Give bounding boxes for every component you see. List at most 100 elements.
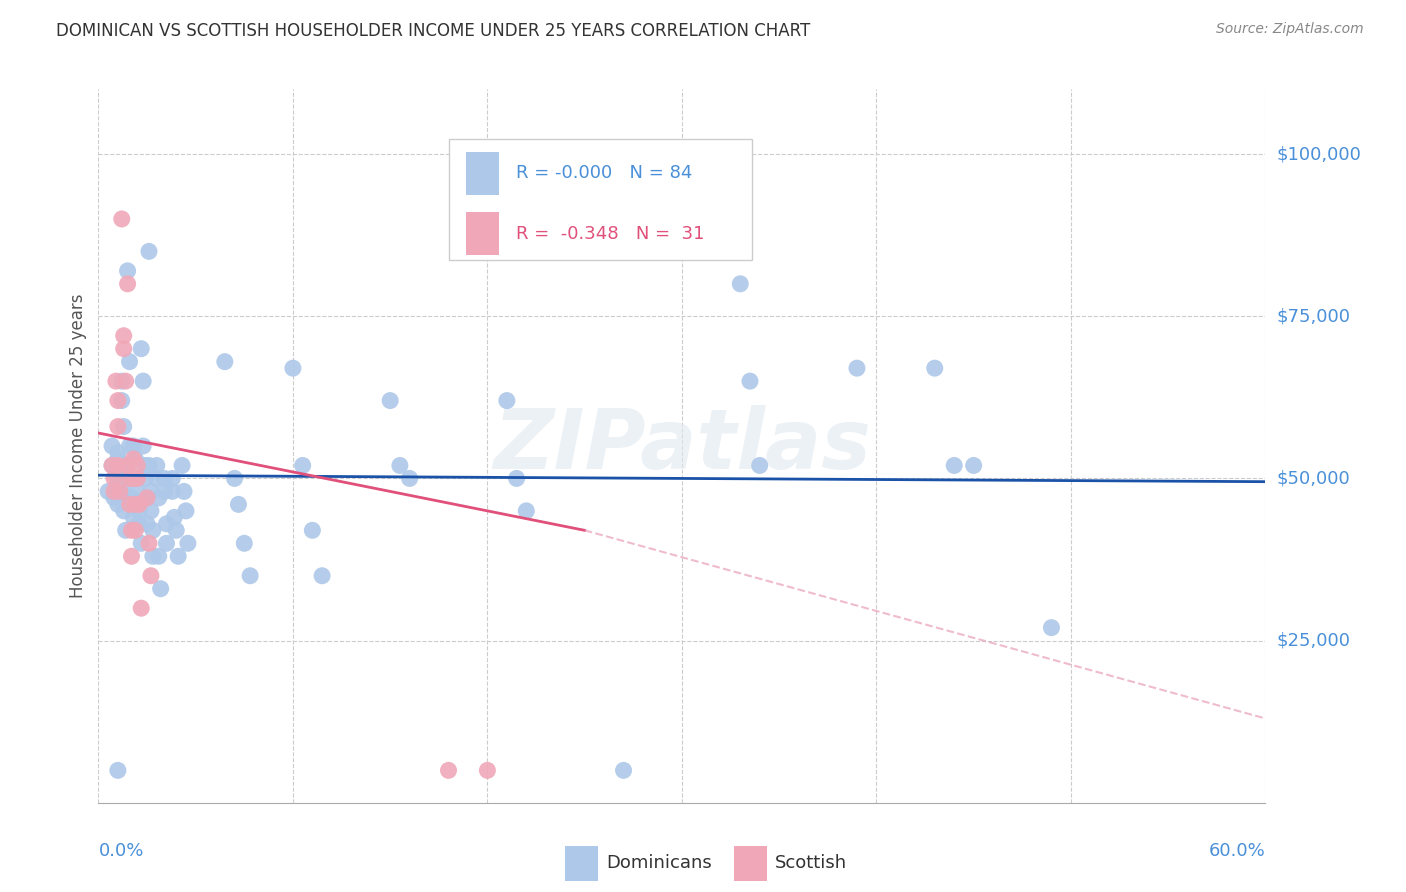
Point (301, 524, 323, 538)
Point (477, 764, 499, 778)
Point (1040, 621, 1063, 635)
Point (107, 458, 129, 473)
Point (122, 439, 145, 453)
Point (127, 471, 149, 485)
Point (118, 471, 141, 485)
Point (132, 374, 155, 388)
Point (136, 491, 159, 505)
Point (117, 277, 139, 291)
FancyBboxPatch shape (465, 152, 499, 194)
Point (138, 244, 160, 259)
Point (117, 264, 139, 278)
Point (107, 419, 129, 434)
Point (121, 471, 143, 485)
Point (107, 393, 129, 408)
Point (111, 374, 134, 388)
Text: Dominicans: Dominicans (606, 855, 711, 872)
FancyBboxPatch shape (465, 212, 499, 255)
Point (107, 478, 129, 492)
Point (124, 497, 146, 511)
Point (142, 524, 165, 538)
Point (129, 342, 152, 356)
Point (177, 536, 200, 550)
Text: R =  -0.348   N =  31: R = -0.348 N = 31 (516, 225, 704, 243)
Point (101, 439, 124, 453)
Point (138, 458, 160, 473)
Point (138, 536, 160, 550)
Point (122, 510, 145, 524)
Point (108, 484, 131, 499)
Point (127, 471, 149, 485)
Point (101, 458, 124, 473)
Text: $75,000: $75,000 (1277, 307, 1351, 326)
Y-axis label: Householder Income Under 25 years: Householder Income Under 25 years (69, 293, 87, 599)
Point (505, 471, 527, 485)
Point (845, 361, 868, 376)
Point (121, 549, 143, 564)
Text: ZIPatlas: ZIPatlas (494, 406, 870, 486)
Text: $50,000: $50,000 (1277, 469, 1350, 487)
Point (962, 458, 984, 473)
Point (128, 516, 150, 531)
Point (170, 458, 193, 473)
Point (103, 484, 125, 499)
Point (107, 497, 129, 511)
Point (107, 764, 129, 778)
Point (118, 497, 141, 511)
Point (165, 524, 187, 538)
FancyBboxPatch shape (565, 846, 598, 881)
Point (142, 549, 165, 564)
Point (139, 484, 162, 499)
Point (730, 277, 752, 291)
Point (943, 458, 966, 473)
Point (155, 516, 177, 531)
Point (149, 582, 172, 596)
Point (127, 458, 149, 473)
Point (148, 491, 170, 505)
Point (153, 471, 176, 485)
Point (136, 516, 159, 531)
Point (128, 497, 150, 511)
FancyBboxPatch shape (734, 846, 768, 881)
Point (174, 504, 197, 518)
Point (129, 536, 152, 550)
Point (167, 549, 190, 564)
Point (311, 568, 333, 582)
Point (112, 328, 135, 343)
Point (111, 393, 134, 408)
Text: $100,000: $100,000 (1277, 145, 1361, 163)
Text: Scottish: Scottish (775, 855, 848, 872)
Point (121, 491, 143, 505)
Point (228, 497, 250, 511)
Point (748, 458, 770, 473)
Point (162, 471, 184, 485)
Point (132, 439, 155, 453)
Point (121, 524, 143, 538)
Text: $25,000: $25,000 (1277, 632, 1351, 649)
Point (97, 484, 120, 499)
Point (124, 524, 146, 538)
Text: 0.0%: 0.0% (98, 842, 143, 860)
Point (153, 484, 176, 499)
Point (233, 536, 256, 550)
Point (214, 354, 236, 368)
Point (127, 484, 149, 499)
Point (173, 484, 195, 499)
Point (612, 764, 634, 778)
Point (104, 374, 127, 388)
Point (112, 504, 135, 518)
Point (124, 452, 146, 467)
Point (112, 458, 135, 473)
Point (388, 458, 411, 473)
Point (134, 471, 156, 485)
Point (136, 491, 159, 505)
Text: Source: ZipAtlas.com: Source: ZipAtlas.com (1216, 22, 1364, 37)
Point (107, 471, 129, 485)
Point (515, 504, 537, 518)
Point (162, 484, 184, 499)
Point (437, 764, 460, 778)
Point (118, 439, 141, 453)
Point (103, 471, 125, 485)
FancyBboxPatch shape (449, 139, 752, 260)
Point (129, 601, 152, 615)
